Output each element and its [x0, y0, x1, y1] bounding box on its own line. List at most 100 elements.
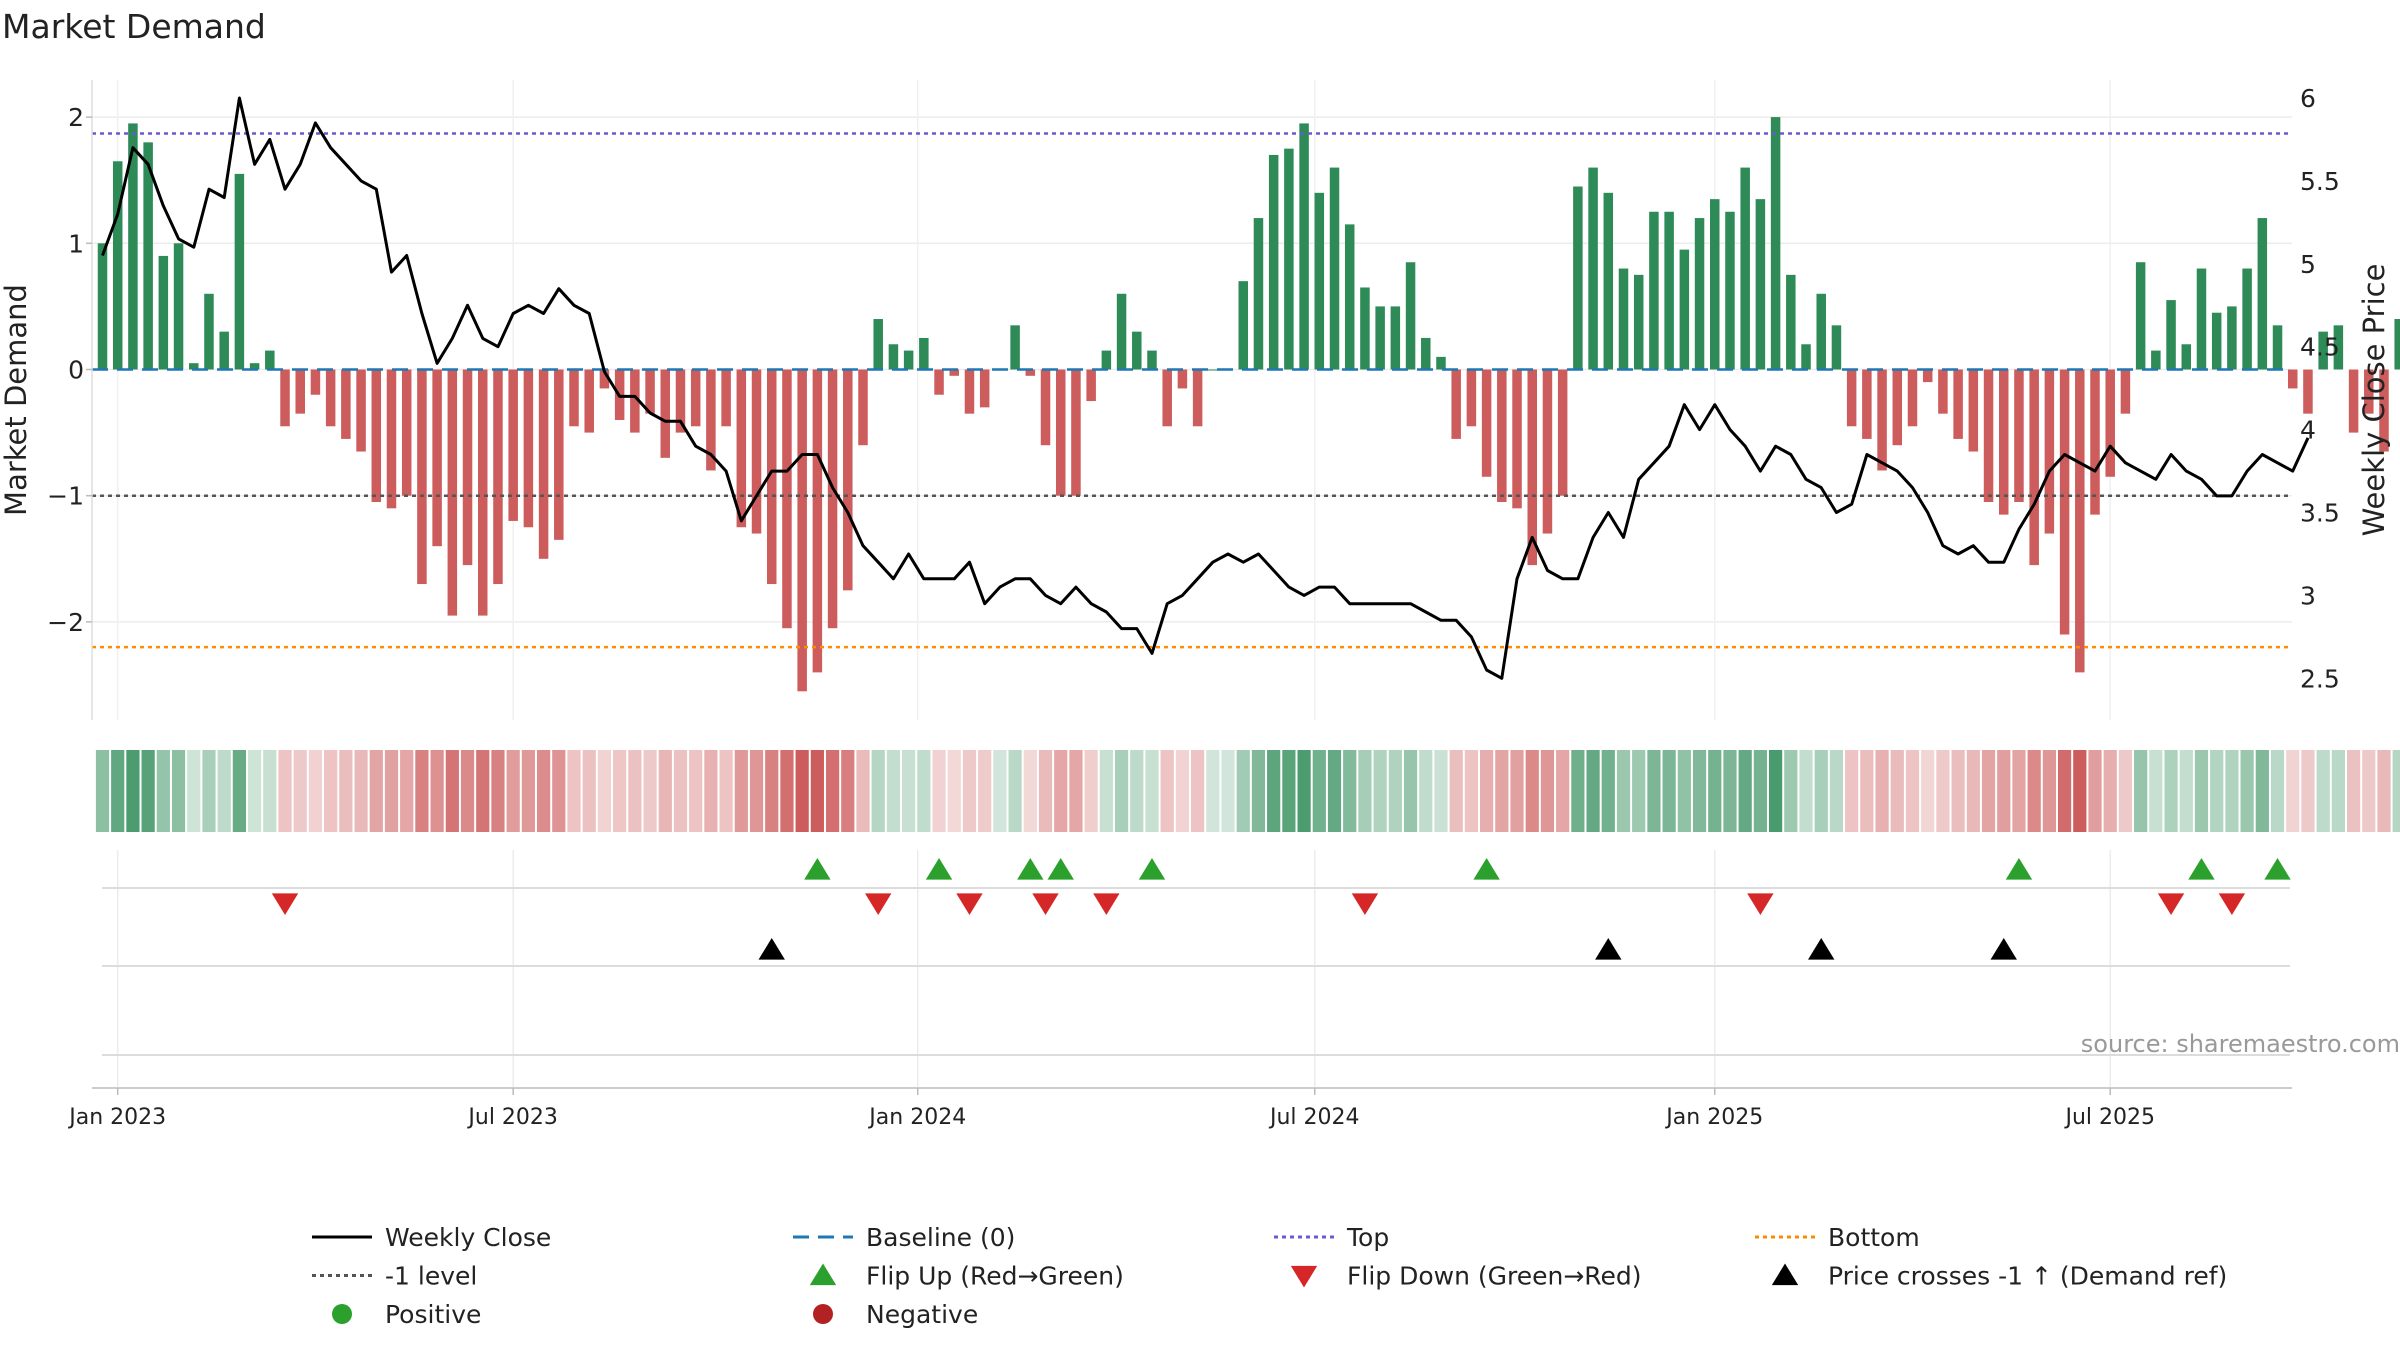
x-tick-label: Jul 2024	[1268, 1105, 1360, 1130]
heat-cell	[1054, 750, 1068, 832]
right-tick-label: 3.5	[2300, 499, 2340, 528]
heat-cell	[1616, 750, 1631, 832]
heat-cell	[1038, 750, 1053, 832]
demand-bar	[1405, 262, 1416, 370]
heat-cell	[719, 750, 733, 832]
heat-cell	[95, 750, 110, 832]
right-tick-label: 5	[2300, 250, 2316, 279]
heat-cell	[1921, 750, 1935, 832]
heat-cell	[1403, 750, 1418, 832]
flip-down-marker	[271, 893, 299, 915]
demand-bar	[858, 369, 868, 446]
heat-cell	[1829, 750, 1844, 832]
heat-cell	[1145, 750, 1159, 832]
chart-title: Market Demand	[2, 7, 266, 46]
heat-cell	[156, 750, 170, 832]
heat-cell	[339, 750, 353, 832]
demand-bar	[1025, 369, 1036, 376]
demand-bar	[1710, 199, 1720, 370]
demand-bar	[1573, 186, 1583, 370]
demand-bar	[2287, 369, 2298, 389]
x-tick-label: Jan 2025	[1664, 1105, 1763, 1130]
demand-bar	[2120, 369, 2131, 414]
heat-cell	[1799, 750, 1813, 832]
demand-bar	[1253, 218, 1264, 370]
heat-cell	[765, 750, 779, 832]
demand-bar	[280, 369, 290, 427]
heat-cell	[704, 750, 718, 832]
demand-bar	[295, 369, 305, 414]
right-tick-label: 6	[2300, 84, 2316, 113]
heat-cell	[2331, 750, 2345, 832]
heat-cell	[2012, 750, 2026, 832]
demand-bar	[1786, 274, 1796, 370]
legend-swatch-triangle-down	[1290, 1265, 1318, 1288]
demand-bar	[1268, 154, 1279, 370]
demand-bar	[1740, 167, 1750, 370]
heat-cell	[1875, 750, 1889, 832]
flip-down-marker	[1351, 893, 1379, 915]
heat-cell	[780, 750, 794, 832]
demand-bar	[1132, 331, 1142, 370]
demand-bar	[584, 369, 594, 433]
heat-cell	[1099, 750, 1113, 832]
demand-bar	[1770, 117, 1781, 370]
heat-cell	[1981, 750, 1996, 832]
heat-cell	[1768, 750, 1783, 832]
demand-bar	[1755, 199, 1766, 370]
legend-swatch-triangle-up	[809, 1263, 837, 1286]
demand-bar	[1344, 224, 1355, 370]
legend-entry: Negative	[813, 1300, 978, 1329]
heat-cell	[1723, 750, 1737, 832]
demand-bar	[1953, 369, 1963, 439]
heat-cell	[400, 750, 414, 832]
demand-bar	[782, 369, 792, 629]
demand-bar	[325, 369, 336, 427]
demand-bar	[234, 173, 245, 370]
legend-entry: Flip Down (Green→Red)	[1290, 1262, 1642, 1291]
right-tick-label: 3	[2300, 581, 2316, 610]
heat-cell	[552, 750, 566, 832]
demand-bar	[462, 369, 473, 566]
demand-bar	[599, 369, 610, 389]
demand-bar	[1922, 369, 1933, 383]
demand-bar	[478, 369, 488, 616]
legend-label: Price crosses -1 ↑ (Demand ref)	[1828, 1262, 2227, 1291]
heat-cell	[1251, 750, 1266, 832]
price-cross-marker	[758, 938, 785, 960]
demand-bar	[1329, 167, 1340, 370]
demand-bar	[1649, 211, 1659, 370]
heat-cell	[1464, 750, 1479, 832]
flip-up-marker	[1138, 858, 1166, 880]
heat-cell	[2377, 750, 2391, 832]
heat-cell	[795, 750, 809, 832]
heat-cell	[2316, 750, 2330, 832]
demand-bar	[1284, 148, 1294, 370]
heat-cell	[1434, 750, 1448, 832]
heat-cell	[2149, 750, 2163, 832]
demand-bar	[2257, 218, 2268, 370]
demand-bar	[1664, 211, 1674, 370]
heat-cell	[643, 750, 657, 832]
legend-label: Weekly Close	[385, 1223, 551, 1252]
legend-label: Bottom	[1828, 1223, 1920, 1252]
heat-cell	[263, 750, 277, 832]
demand-bar	[1968, 369, 1979, 452]
flip-up-marker	[1473, 858, 1500, 880]
demand-bar	[1238, 281, 1248, 370]
demand-bar	[1512, 369, 1522, 509]
demand-heat-strip	[95, 750, 2400, 832]
demand-bar	[1421, 337, 1431, 370]
heat-cell	[917, 750, 931, 832]
heat-cell	[2301, 750, 2315, 832]
demand-bar	[1451, 369, 1461, 439]
heat-cell	[871, 750, 885, 832]
price-cross-markers	[758, 938, 2017, 960]
demand-bar	[1497, 369, 1507, 503]
legend-label: Flip Down (Green→Red)	[1347, 1262, 1642, 1291]
heat-cell	[1662, 750, 1676, 832]
heat-cell	[2346, 750, 2361, 832]
demand-bar	[1938, 369, 1948, 414]
heat-cell	[2179, 750, 2193, 832]
heat-cell	[111, 750, 125, 832]
